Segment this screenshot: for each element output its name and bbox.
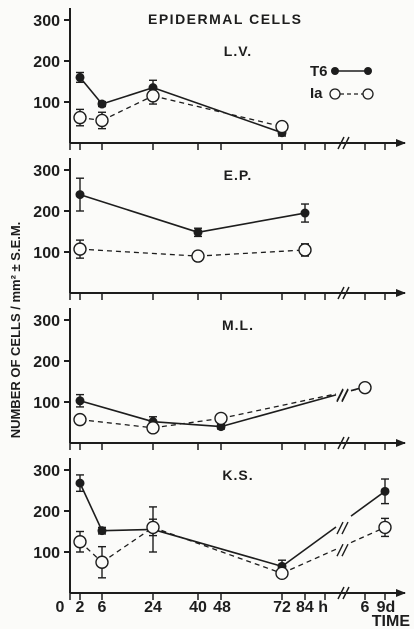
- x-tick-label: 6: [98, 599, 107, 616]
- y-tick-label: 100: [33, 95, 60, 112]
- data-point-t6: [193, 227, 203, 237]
- legend-label-ia: Ia: [310, 85, 323, 102]
- series-line-ia: [101, 526, 154, 563]
- x-axis-break: [342, 586, 350, 600]
- data-point-ia: [73, 412, 87, 427]
- data-point-ia: [73, 535, 87, 549]
- data-point-t6: [300, 208, 310, 218]
- series-line-ia: [79, 418, 154, 429]
- x-tick-label: 6: [361, 599, 370, 616]
- y-axis-label: NUMBER OF CELLS / mm² ± S.E.M.: [8, 222, 23, 439]
- data-point-ia: [95, 113, 109, 128]
- line-break-mark: [341, 543, 349, 557]
- data-point-t6: [75, 190, 85, 200]
- data-point-ia: [146, 89, 160, 103]
- series-line-t6: [281, 526, 337, 567]
- y-tick-label: 200: [33, 354, 60, 371]
- line-break-mark: [341, 521, 349, 535]
- series-line-ia: [152, 526, 283, 574]
- x-axis-break: [342, 136, 350, 150]
- x-axis-break: [337, 136, 345, 150]
- x-axis-break: [337, 586, 345, 600]
- y-tick-label: 300: [33, 463, 60, 480]
- data-point-ia: [275, 119, 289, 134]
- x-axis-break: [337, 436, 345, 450]
- series-line-ia: [152, 95, 283, 128]
- chart-plot-area: NUMBER OF CELLS / mm² ± S.E.M. EPIDERMAL …: [8, 8, 410, 629]
- data-point-t6: [97, 526, 107, 536]
- data-point-ia: [146, 520, 160, 535]
- panel-label: L.V.: [224, 43, 252, 59]
- data-point-t6: [75, 396, 85, 406]
- panel-label: K.S.: [222, 467, 253, 483]
- series-line-ia: [281, 548, 337, 574]
- y-tick-label: 200: [33, 54, 60, 71]
- series-line-ia: [152, 417, 222, 429]
- x-tick-label: 0: [56, 599, 65, 616]
- series-line-t6: [79, 400, 154, 423]
- series-line-t6: [79, 76, 103, 105]
- y-tick-label: 200: [33, 204, 60, 221]
- data-point-ia: [73, 110, 87, 125]
- series-line-t6: [197, 212, 306, 234]
- data-point-ia: [214, 411, 228, 426]
- x-tick-label: 24: [144, 599, 162, 616]
- legend-marker-ia: [329, 88, 341, 100]
- series-line-t6: [79, 482, 103, 532]
- y-tick-label: 300: [33, 13, 60, 30]
- line-break-mark: [336, 388, 344, 402]
- panel-label: M.L.: [222, 317, 254, 333]
- series-line-ia: [79, 248, 199, 257]
- x-tick-label: 40: [189, 599, 207, 616]
- chart-title: EPIDERMAL CELLS: [148, 11, 302, 27]
- y-tick-label: 100: [33, 245, 60, 262]
- data-point-ia: [378, 520, 392, 535]
- data-point-t6: [75, 72, 85, 82]
- line-break-mark: [336, 521, 344, 535]
- legend-marker-ia: [362, 88, 374, 100]
- legend-marker-t6: [364, 67, 372, 75]
- y-tick-label: 100: [33, 395, 60, 412]
- data-point-ia: [298, 243, 312, 257]
- series-line-ia: [101, 95, 154, 122]
- x-axis-label: TIME: [372, 613, 411, 629]
- series-line-ia: [197, 249, 306, 257]
- series-line-t6: [152, 528, 283, 568]
- y-tick-label: 300: [33, 313, 60, 330]
- data-point-ia: [275, 566, 289, 581]
- series-line-ia: [220, 393, 337, 420]
- data-point-ia: [191, 249, 205, 263]
- series-line-t6: [101, 528, 154, 532]
- line-break-mark: [341, 388, 349, 402]
- y-tick-label: 100: [33, 545, 60, 562]
- line-break-mark: [336, 543, 344, 557]
- y-tick-label: 300: [33, 163, 60, 180]
- x-tick-label: 9d: [377, 599, 396, 616]
- series-line-t6: [220, 394, 337, 428]
- y-tick-label: 200: [33, 504, 60, 521]
- legend-label-t6: T6: [310, 63, 328, 80]
- x-axis-break: [342, 286, 350, 300]
- x-tick-label: 72: [273, 599, 291, 616]
- panel-label: E.P.: [224, 167, 253, 183]
- legend-marker-t6: [331, 67, 339, 75]
- x-tick-label: 84 h: [296, 599, 328, 616]
- series-line-t6: [101, 86, 154, 105]
- data-point-ia: [358, 380, 372, 395]
- data-point-ia: [95, 555, 109, 569]
- data-point-t6: [97, 99, 107, 109]
- x-tick-label: 2: [76, 599, 85, 616]
- data-point-t6: [380, 486, 390, 496]
- series-line-t6: [350, 490, 386, 517]
- x-tick-label: 48: [213, 599, 231, 616]
- data-point-ia: [73, 242, 87, 256]
- series-line-t6: [152, 86, 283, 134]
- data-point-t6: [75, 478, 85, 488]
- series-line-t6: [152, 420, 222, 428]
- series-line-t6: [79, 193, 199, 234]
- data-point-ia: [146, 421, 160, 435]
- x-axis-break: [337, 286, 345, 300]
- x-axis-break: [342, 436, 350, 450]
